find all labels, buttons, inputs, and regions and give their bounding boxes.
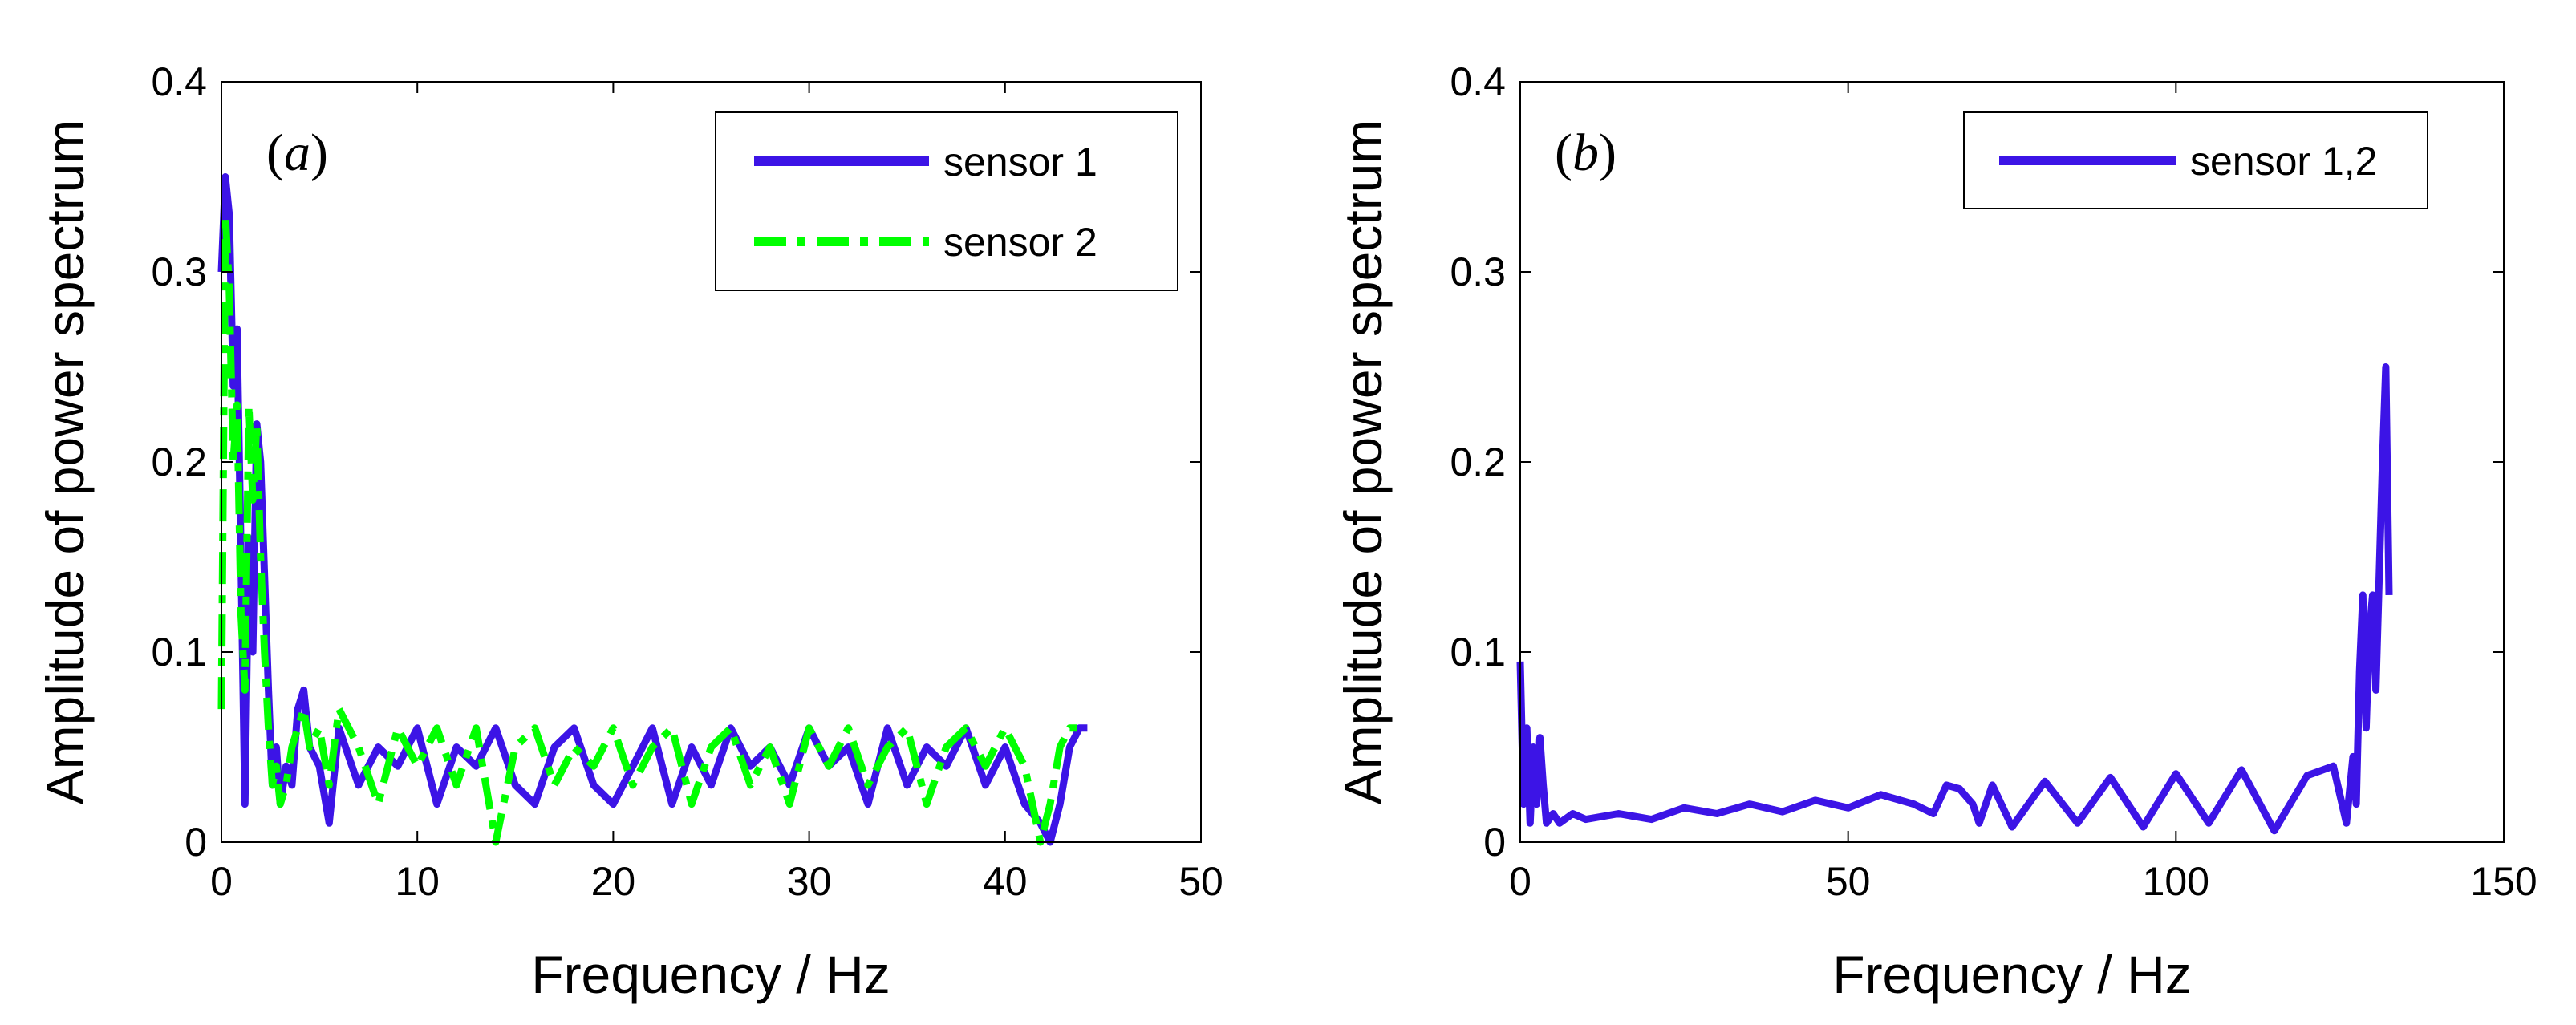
panel-a-x-tick-label: 30 [787,859,832,904]
panel-a-ticks: 0 10 20 30 40 50 0 0.1 0.2 0.3 0.4 [151,59,1223,904]
series-line-sensor-1-2 [1516,363,2393,835]
panel-a-y-axis-label: Amplitude of power spectrum [35,120,95,805]
panel-a-x-tick-label: 40 [983,859,1028,904]
panel-a-y-tick-label: 0 [185,820,207,865]
panel-a-y-tick-label: 0.1 [151,630,207,675]
panel-a-series-layer [217,173,1088,846]
panel-b-series-layer [1516,363,2393,835]
panel-a-axes-box [221,81,1202,843]
panel-a-x-tick-label: 50 [1178,859,1223,904]
panel-a-x-tick-label: 0 [210,859,233,904]
panel-b-label: (b) [1555,124,1617,182]
legend-label-sensor-2: sensor 2 [943,220,1097,265]
panel-a-y-tick-label: 0.2 [151,440,207,484]
panel-b-x-tick-label: 0 [1509,859,1531,904]
legend-label-sensor-1: sensor 1 [943,140,1097,184]
legend-label-sensor-1-2: sensor 1,2 [2190,139,2377,184]
panel-a-legend: sensor 1 sensor 2 [715,111,1178,291]
panel-b-y-tick-label: 0.2 [1450,440,1506,484]
panel-b-axes-box [1519,81,2505,843]
panel-b-ticks: 0 50 100 150 0 0.1 0.2 0.3 0.4 [1450,59,2537,904]
panel-a-y-tick-label: 0.4 [151,59,207,104]
panel-b-legend: sensor 1,2 [1963,111,2428,209]
panel-b-y-axis-label: Amplitude of power spectrum [1333,120,1393,805]
series-line-sensor-2 [217,211,1088,846]
panel-a-legend-box [715,111,1178,291]
panel-a-label: (a) [266,124,328,182]
panel-a-x-axis-label: Frequency / Hz [531,945,890,1004]
panel-b-y-tick-label: 0 [1483,820,1506,865]
panel-b-y-tick-label: 0.1 [1450,630,1506,675]
panel-b-x-axis-label: Frequency / Hz [1832,945,2192,1004]
panel-b-x-tick-label: 100 [2143,859,2209,904]
panel-a-x-tick-label: 20 [591,859,636,904]
panel-b-y-tick-label: 0.3 [1450,249,1506,294]
panel-a: 0 10 20 30 40 50 0 0.1 0.2 0.3 0.4 (a) sensor 1 se… [35,59,1223,1004]
panel-a-x-tick-label: 10 [395,859,440,904]
panel-a-y-tick-label: 0.3 [151,249,207,294]
panel-b-x-tick-label: 150 [2470,859,2537,904]
panel-b-x-tick-label: 50 [1826,859,1871,904]
panel-b: 0 50 100 150 0 0.1 0.2 0.3 0.4 (b) sensor 1,2 Fr… [1333,59,2537,1004]
panel-b-y-tick-label: 0.4 [1450,59,1506,104]
